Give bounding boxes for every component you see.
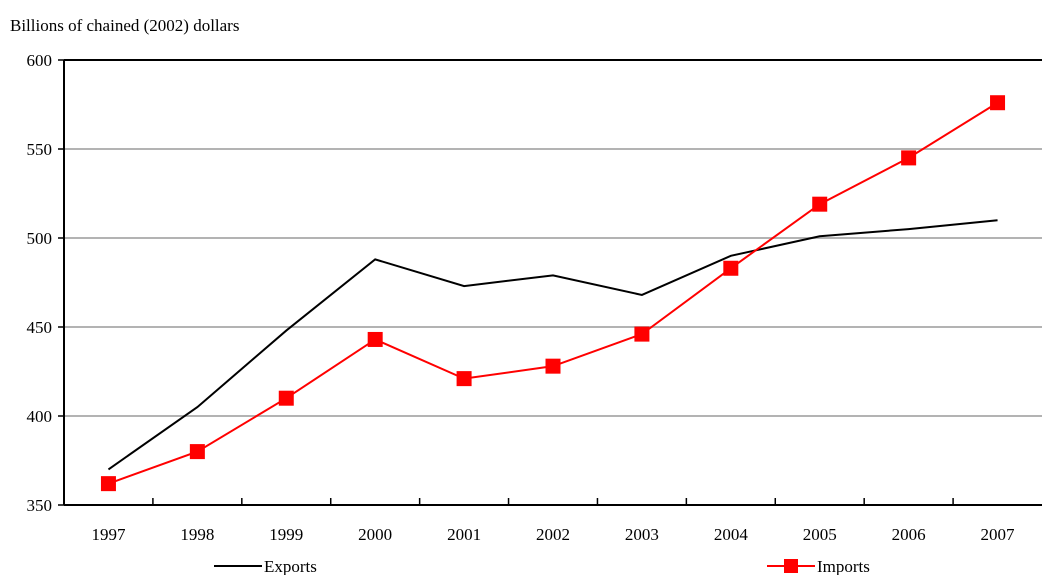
y-tick-label-400: 400 <box>27 407 53 426</box>
series-lines <box>100 95 1006 492</box>
data-point-imports-2000 <box>367 331 383 347</box>
x-tick-label-1998: 1998 <box>180 525 214 544</box>
x-tick-label-2001: 2001 <box>447 525 481 544</box>
legend-label-exports: Exports <box>264 557 317 575</box>
data-point-imports-2004 <box>723 260 739 276</box>
data-point-imports-2001 <box>456 371 472 387</box>
x-tick-label-1999: 1999 <box>269 525 303 544</box>
x-tick-label-2005: 2005 <box>803 525 837 544</box>
legend-label-imports: Imports <box>817 557 870 575</box>
x-tick-label-1997: 1997 <box>91 525 126 544</box>
data-point-imports-2006 <box>901 150 917 166</box>
y-axis-title: Billions of chained (2002) dollars <box>10 16 240 35</box>
x-tick-label-2002: 2002 <box>536 525 570 544</box>
x-tick-label-2003: 2003 <box>625 525 659 544</box>
legend-marker-imports <box>784 559 798 573</box>
series-line-exports <box>107 219 998 471</box>
y-tick-label-450: 450 <box>27 318 53 337</box>
series-line-imports <box>108 101 999 485</box>
axes <box>58 59 1042 506</box>
data-point-imports-1997 <box>100 476 116 492</box>
data-point-imports-1998 <box>189 444 205 460</box>
x-tick-labels: 1997 1998 1999 2000 2001 2002 2003 2004 2005 2006… <box>91 525 1015 544</box>
data-point-imports-2007 <box>990 95 1006 111</box>
data-point-imports-2003 <box>634 326 650 342</box>
x-tick-label-2004: 2004 <box>714 525 749 544</box>
x-tick-label-2007: 2007 <box>981 525 1016 544</box>
y-tick-label-600: 600 <box>27 51 53 70</box>
data-point-imports-2005 <box>812 196 828 212</box>
data-point-imports-2002 <box>545 358 561 374</box>
y-tick-label-350: 350 <box>27 496 53 515</box>
x-tick-label-2000: 2000 <box>358 525 392 544</box>
y-tick-label-550: 550 <box>27 140 53 159</box>
y-tick-labels: 350 400 450 500 550 600 <box>27 51 53 515</box>
x-tick-label-2006: 2006 <box>892 525 926 544</box>
data-point-imports-1999 <box>278 390 294 406</box>
legend: Exports Imports <box>214 557 870 575</box>
y-tick-label-500: 500 <box>27 229 53 248</box>
